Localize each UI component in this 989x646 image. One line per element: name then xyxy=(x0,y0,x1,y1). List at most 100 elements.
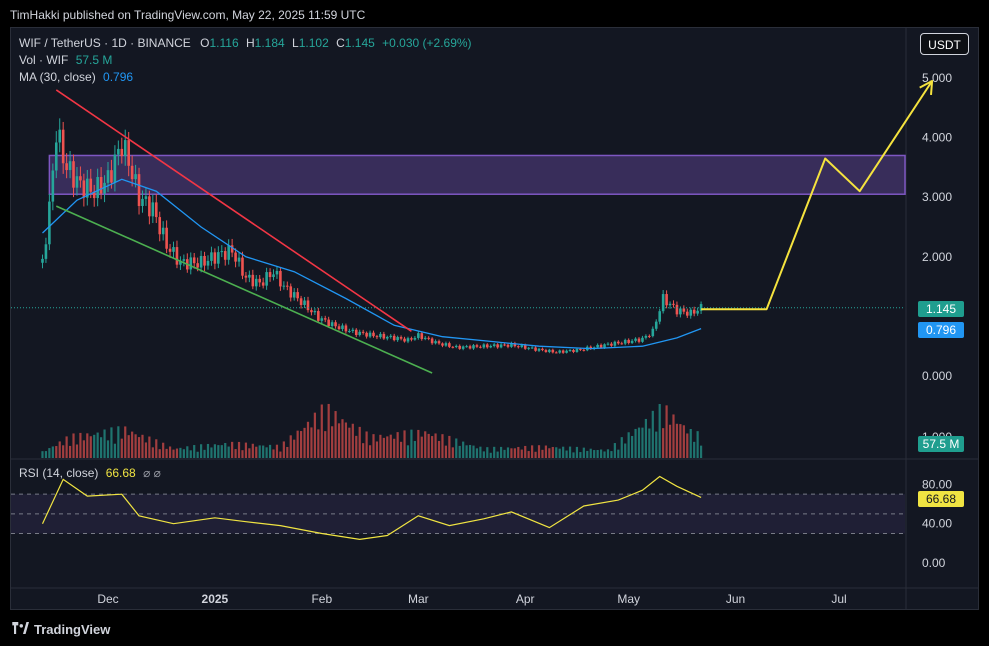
volume-bar xyxy=(541,449,544,458)
volume-bar xyxy=(575,446,579,458)
volume-bar xyxy=(355,435,358,458)
publisher-header: TimHakki published on TradingView.com, M… xyxy=(0,0,989,27)
candle-body xyxy=(379,333,382,338)
y-tick-label: 3.000 xyxy=(922,190,952,204)
candle-body xyxy=(658,311,661,322)
open-value: 1.116 xyxy=(209,36,239,50)
x-tick-label: Apr xyxy=(516,592,535,606)
volume-bar xyxy=(324,431,327,458)
tradingview-brand[interactable]: TradingView xyxy=(34,622,111,637)
candle-body xyxy=(41,258,44,263)
ma-value: 0.796 xyxy=(103,70,134,84)
candle-body xyxy=(558,350,562,353)
candle-body xyxy=(54,142,58,171)
volume-bar xyxy=(399,441,403,458)
x-tick-label: Dec xyxy=(97,592,118,606)
volume-bar xyxy=(179,447,182,458)
volume-bar xyxy=(100,437,103,458)
candle-body xyxy=(79,176,82,181)
volume-bar xyxy=(55,446,58,458)
candle-body xyxy=(358,331,362,336)
candle-body xyxy=(696,310,699,314)
chart-panel[interactable]: 5.0004.0003.0002.0000.0001.00080.0040.00… xyxy=(10,27,979,610)
candle-body xyxy=(406,338,410,342)
candle-body xyxy=(441,343,444,346)
volume-bar xyxy=(51,446,54,458)
volume-bar xyxy=(241,450,244,458)
projection-path xyxy=(701,80,933,311)
candle-body xyxy=(96,177,99,199)
candle-body xyxy=(685,311,689,316)
candle-body xyxy=(572,349,575,352)
candle-body xyxy=(475,345,479,347)
candle-body xyxy=(510,343,513,347)
volume-bar xyxy=(134,434,137,458)
currency-button[interactable]: USDT xyxy=(920,33,969,55)
candle-body xyxy=(182,259,186,261)
rsi-settings-icons[interactable]: ⌀ ⌀ xyxy=(143,466,161,480)
candle-body xyxy=(165,227,168,249)
candle-body xyxy=(427,337,430,339)
volume-legend[interactable]: Vol · WIF 57.5 M xyxy=(19,53,112,68)
volume-bar xyxy=(499,446,503,458)
volume-bar xyxy=(417,429,420,458)
volume-bar xyxy=(448,435,451,458)
candle-body xyxy=(623,339,627,344)
candle-body xyxy=(237,257,241,262)
chart-canvas[interactable]: 5.0004.0003.0002.0000.0001.00080.0040.00… xyxy=(11,28,979,610)
x-tick-label: Jul xyxy=(831,592,846,606)
candle-body xyxy=(320,318,324,321)
ma-legend[interactable]: MA (30, close) 0.796 xyxy=(19,70,133,85)
rsi-legend[interactable]: RSI (14, close) 66.68 ⌀ ⌀ xyxy=(19,466,161,481)
volume-bar xyxy=(699,445,703,458)
volume-bar xyxy=(634,428,637,458)
low-value: 1.102 xyxy=(298,36,329,50)
volume-bar xyxy=(531,445,534,458)
volume-bar xyxy=(675,423,679,458)
change-value: +0.030 (+2.69%) xyxy=(382,36,472,50)
volume-bar xyxy=(365,431,368,458)
candle-body xyxy=(365,332,368,337)
candle-body xyxy=(134,174,137,180)
symbol-name[interactable]: WIF / TetherUS · 1D · BINANCE xyxy=(19,36,191,50)
candle-body xyxy=(492,344,496,347)
volume-bar xyxy=(327,403,330,458)
volume-bar xyxy=(451,447,454,458)
volume-bar xyxy=(644,418,648,458)
volume-bar xyxy=(582,447,585,458)
volume-bar xyxy=(382,437,385,458)
volume-bar xyxy=(362,443,365,458)
volume-bar xyxy=(441,434,444,458)
volume-bar xyxy=(475,448,479,458)
volume-bar xyxy=(293,439,296,458)
volume-bar xyxy=(113,443,116,458)
volume-bar xyxy=(562,446,565,458)
volume-bar xyxy=(282,441,285,458)
volume-bar xyxy=(86,433,89,458)
footer-bar: TradingView xyxy=(0,610,989,646)
volume-bar xyxy=(313,412,316,458)
volume-bar xyxy=(558,448,561,458)
candle-body xyxy=(161,227,165,235)
volume-bar xyxy=(65,436,68,458)
volume-bar xyxy=(682,425,685,458)
candle-body xyxy=(75,176,79,188)
candle-body xyxy=(665,294,668,306)
candle-body xyxy=(172,247,175,252)
volume-bar xyxy=(513,448,516,458)
x-tick-label: May xyxy=(617,592,640,606)
volume-bar xyxy=(520,449,523,458)
candle-body xyxy=(523,345,527,349)
tradingview-logo-icon xyxy=(12,622,30,634)
candle-body xyxy=(220,251,224,253)
volume-bar xyxy=(237,441,241,458)
volume-bar xyxy=(393,438,396,458)
volume-bar xyxy=(206,443,210,458)
candle-body xyxy=(292,292,296,298)
candle-body xyxy=(123,140,127,157)
candle-body xyxy=(548,349,551,352)
volume-bar xyxy=(120,438,123,458)
rsi-value: 66.68 xyxy=(105,466,136,480)
volume-bar xyxy=(96,432,99,458)
supply-zone xyxy=(48,154,906,195)
